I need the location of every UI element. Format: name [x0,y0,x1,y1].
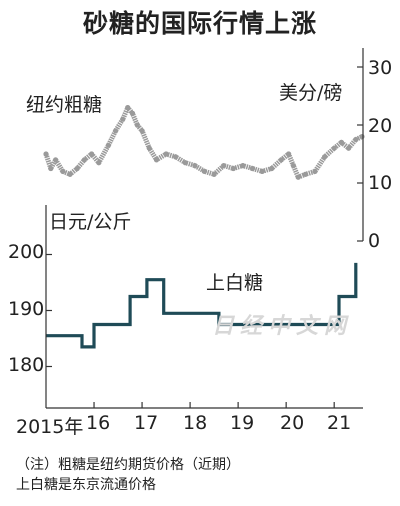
raw-sugar-point [346,145,352,151]
xtick-label: 19 [230,412,255,434]
raw-sugar-point [312,168,318,174]
raw-sugar-point [295,174,301,180]
raw-sugar-point [105,142,111,148]
raw-sugar-point [221,163,227,169]
raw-sugar-point [192,163,198,169]
white-ytick-label: 180 [8,354,45,376]
raw-sugar-point [146,145,152,151]
white-ytick-label: 200 [8,241,45,263]
raw-sugar-point [139,128,145,134]
raw-sugar-point [286,151,292,157]
watermark: 日经中文网 [212,314,353,339]
xtick-label: 20 [280,412,305,434]
raw-sugar-point [269,165,275,172]
xtick-label: 16 [86,412,111,434]
raw-sugar-point [89,151,95,157]
raw-sugar-point [278,157,284,163]
footnote: 上白糖是东京流通价格 [16,477,156,493]
white-sugar-line [46,262,358,349]
xtick-label: 18 [183,412,208,434]
raw-sugar-point [113,128,119,134]
raw-sugar-point [74,165,80,172]
raw-sugar-point [331,145,337,151]
raw-sugar-point [81,157,87,163]
xtick-label: 2015年 [16,416,84,438]
raw-sugar-point [259,168,265,174]
raw-sugar-point [230,165,236,172]
raw-sugar-point [43,151,49,157]
raw-sugar-point [163,151,169,157]
raw-sugar-point [182,160,188,166]
raw-sugar-plot [43,105,365,180]
raw-sugar-point [48,165,54,172]
raw-sugar-point [322,154,328,160]
raw-sugar-point [153,157,160,163]
raw-sugar-series-label: 纽约粗糖 [26,94,103,116]
raw-sugar-point [125,105,131,111]
raw-sugar-point [129,110,136,116]
raw-sugar-point [120,116,126,122]
raw-sugar-point [240,163,246,169]
raw-sugar-point [290,163,296,169]
chart-title: 砂糖的国际行情上涨 [82,9,317,38]
raw-sugar-point [96,160,102,166]
raw-sugar-point [67,171,73,177]
raw-sugar-point [201,168,208,174]
raw-sugar-unit-label: 美分/磅 [279,82,343,104]
white-ytick-label: 190 [8,298,45,320]
white-sugar-plot [46,262,358,349]
raw-sugar-point [134,122,140,128]
raw-sugar-point [338,139,344,145]
xtick-label: 21 [327,412,352,434]
raw-ytick-label: 30 [368,57,393,79]
white-sugar-series-label: 上白糖 [206,272,264,294]
raw-sugar-point [249,165,256,172]
raw-ytick-label: 10 [368,172,393,194]
raw-ytick-label: 20 [368,115,393,137]
raw-sugar-point [60,168,66,174]
raw-sugar-point [173,154,179,160]
xtick-label: 17 [134,412,159,434]
raw-sugar-line [43,105,364,180]
raw-sugar-point [353,136,359,143]
raw-ytick-label: 0 [368,230,381,252]
white-sugar-unit-label: 日元/公斤 [49,211,132,233]
chart-axes [45,48,364,409]
raw-sugar-point [211,171,217,177]
footnote: （注）粗糖是纽约期货价格（近期） [16,457,240,473]
raw-sugar-point [302,171,308,177]
raw-sugar-point [359,134,365,140]
raw-sugar-point [53,157,59,163]
